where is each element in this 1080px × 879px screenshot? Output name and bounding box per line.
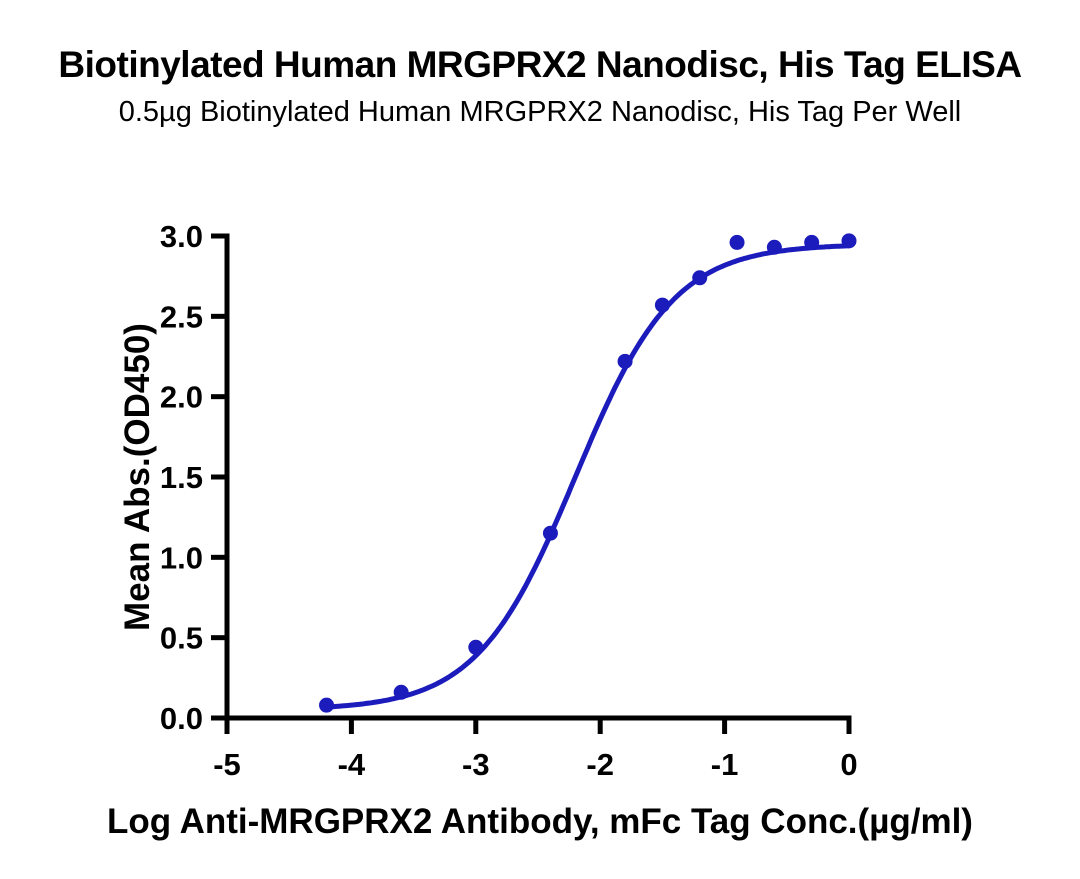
data-point: [766, 239, 782, 255]
data-point: [319, 697, 335, 713]
x-tick-label: -5: [213, 747, 241, 782]
axis-frame: [224, 233, 852, 721]
fit-curve: [324, 243, 852, 710]
data-point: [542, 525, 558, 541]
y-tick-label: 0.0: [160, 701, 203, 736]
chart-subtitle: 0.5µg Biotinylated Human MRGPRX2 Nanodis…: [118, 96, 962, 128]
data-point: [393, 684, 409, 700]
y-tick-label: 1.5: [160, 460, 203, 495]
x-tick-label: -2: [586, 747, 614, 782]
y-tick-label: 2.0: [160, 380, 203, 415]
y-axis-title: Mean Abs.(OD450): [118, 323, 157, 631]
x-tick-label: -4: [338, 747, 366, 782]
x-tick-label: -3: [462, 747, 490, 782]
chart-title: Biotinylated Human MRGPRX2 Nanodisc, His…: [58, 44, 1022, 85]
data-point: [729, 234, 745, 250]
data-point: [804, 234, 820, 250]
data-point: [654, 297, 670, 313]
x-axis-title: Log Anti-MRGPRX2 Antibody, mFc Tag Conc.…: [107, 802, 973, 841]
x-tick-label: -1: [711, 747, 739, 782]
y-tick-label: 2.5: [160, 299, 203, 334]
y-tick-label: 0.5: [160, 621, 203, 656]
y-tick-label: 3.0: [160, 219, 203, 254]
y-tick-label: 1.0: [160, 540, 203, 575]
data-point: [468, 639, 484, 655]
data-point: [841, 233, 857, 249]
x-tick-label: 0: [840, 747, 857, 782]
data-point: [692, 270, 708, 286]
data-point: [617, 353, 633, 369]
